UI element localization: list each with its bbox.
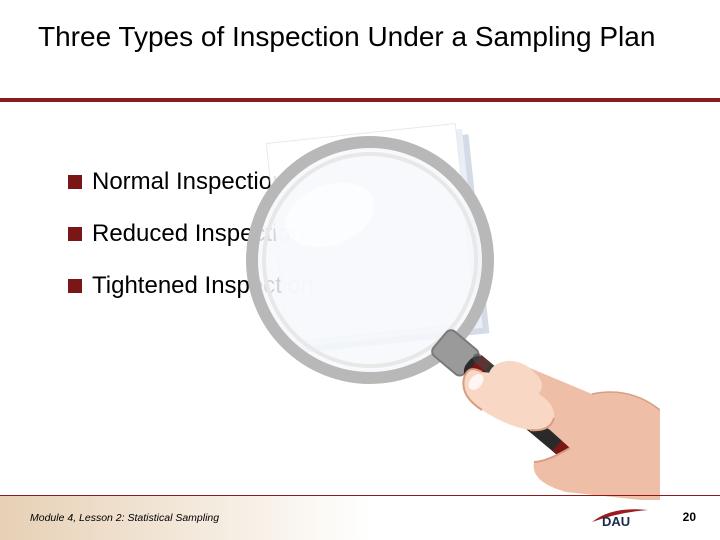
page-number: 20 <box>683 510 696 524</box>
dau-logo-icon: DAU <box>590 502 650 530</box>
title-rule <box>0 98 720 102</box>
bullet-square-icon <box>68 175 82 189</box>
title-block: Three Types of Inspection Under a Sampli… <box>38 22 682 51</box>
bullet-square-icon <box>68 279 82 293</box>
bullet-text: Reduced Inspection <box>92 220 304 248</box>
bullet-list: Normal Inspection Reduced Inspection Tig… <box>68 168 314 324</box>
brand-text: DAU <box>602 514 630 529</box>
slide-title: Three Types of Inspection Under a Sampli… <box>38 22 682 51</box>
bullet-text: Tightened Inspection <box>92 272 314 300</box>
slide: Three Types of Inspection Under a Sampli… <box>0 0 720 540</box>
list-item: Reduced Inspection <box>68 220 314 248</box>
list-item: Tightened Inspection <box>68 272 314 300</box>
footer-text: Module 4, Lesson 2: Statistical Sampling <box>30 512 219 524</box>
bullet-text: Normal Inspection <box>92 168 285 196</box>
bullet-square-icon <box>68 227 82 241</box>
list-item: Normal Inspection <box>68 168 314 196</box>
brand-logo: DAU <box>590 502 650 530</box>
